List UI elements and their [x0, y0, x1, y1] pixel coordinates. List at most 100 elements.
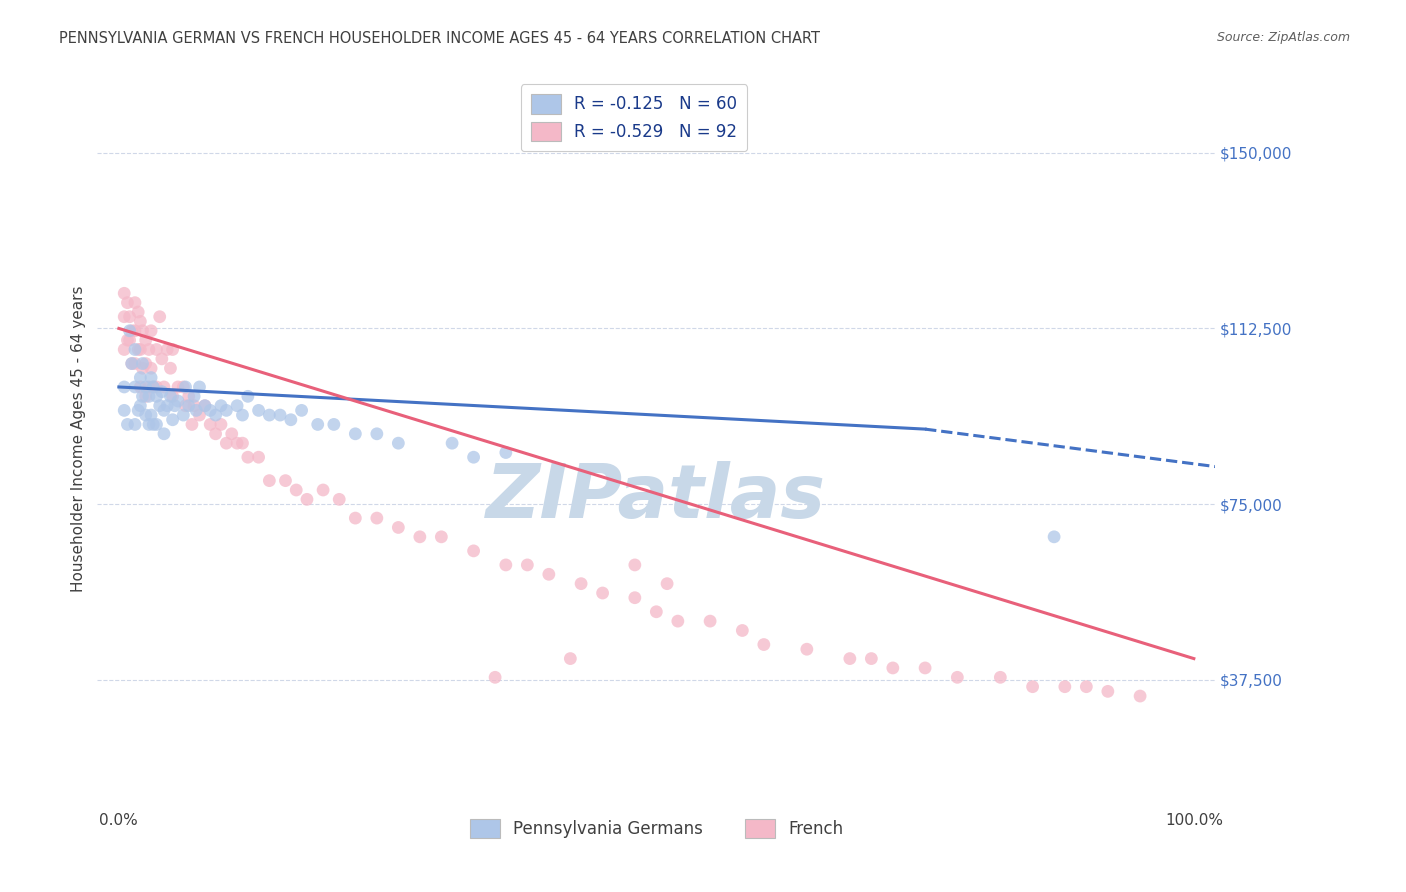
- Point: [231, 436, 253, 450]
- Point: [124, 343, 146, 357]
- Point: [117, 417, 139, 432]
- Point: [516, 558, 538, 572]
- Point: [484, 670, 506, 684]
- Point: [387, 520, 409, 534]
- Point: [112, 343, 135, 357]
- Point: [127, 343, 149, 357]
- Point: [752, 638, 775, 652]
- Y-axis label: Householder Income Ages 45 - 64 years: Householder Income Ages 45 - 64 years: [72, 285, 86, 591]
- Point: [295, 492, 318, 507]
- Point: [204, 426, 226, 441]
- Point: [463, 544, 485, 558]
- Point: [194, 399, 217, 413]
- Point: [183, 389, 205, 403]
- Point: [162, 413, 184, 427]
- Point: [172, 408, 194, 422]
- Point: [537, 567, 560, 582]
- Point: [1097, 684, 1119, 698]
- Point: [131, 324, 153, 338]
- Point: [149, 399, 172, 413]
- Point: [269, 408, 291, 422]
- Point: [138, 343, 160, 357]
- Point: [1129, 689, 1152, 703]
- Point: [139, 324, 162, 338]
- Point: [117, 295, 139, 310]
- Point: [215, 403, 238, 417]
- Point: [145, 417, 167, 432]
- Point: [135, 357, 157, 371]
- Point: [124, 417, 146, 432]
- Legend: Pennsylvania Germans, French: Pennsylvania Germans, French: [463, 812, 849, 845]
- Point: [387, 436, 409, 450]
- Point: [118, 324, 141, 338]
- Point: [135, 408, 157, 422]
- Point: [177, 389, 200, 403]
- Point: [145, 389, 167, 403]
- Point: [624, 558, 647, 572]
- Point: [200, 403, 222, 417]
- Point: [145, 343, 167, 357]
- Point: [312, 483, 335, 497]
- Point: [112, 310, 135, 324]
- Point: [1053, 680, 1076, 694]
- Point: [731, 624, 754, 638]
- Point: [328, 492, 350, 507]
- Point: [142, 380, 165, 394]
- Point: [138, 380, 160, 394]
- Point: [560, 651, 582, 665]
- Point: [139, 408, 162, 422]
- Point: [231, 408, 253, 422]
- Point: [463, 450, 485, 465]
- Point: [129, 343, 152, 357]
- Point: [285, 483, 308, 497]
- Point: [200, 417, 222, 432]
- Point: [121, 357, 143, 371]
- Point: [259, 474, 281, 488]
- Point: [112, 403, 135, 417]
- Point: [181, 417, 204, 432]
- Point: [569, 576, 592, 591]
- Point: [430, 530, 453, 544]
- Point: [291, 403, 314, 417]
- Point: [163, 399, 186, 413]
- Point: [150, 351, 173, 366]
- Point: [112, 286, 135, 301]
- Point: [138, 417, 160, 432]
- Point: [699, 614, 721, 628]
- Point: [145, 380, 167, 394]
- Point: [441, 436, 464, 450]
- Point: [796, 642, 818, 657]
- Text: PENNSYLVANIA GERMAN VS FRENCH HOUSEHOLDER INCOME AGES 45 - 64 YEARS CORRELATION : PENNSYLVANIA GERMAN VS FRENCH HOUSEHOLDE…: [59, 31, 820, 46]
- Point: [156, 343, 179, 357]
- Point: [124, 295, 146, 310]
- Point: [409, 530, 432, 544]
- Point: [167, 380, 190, 394]
- Point: [138, 389, 160, 403]
- Point: [914, 661, 936, 675]
- Point: [236, 389, 259, 403]
- Point: [344, 426, 367, 441]
- Point: [112, 380, 135, 394]
- Point: [307, 417, 329, 432]
- Point: [159, 389, 181, 403]
- Point: [838, 651, 860, 665]
- Point: [226, 436, 249, 450]
- Point: [135, 389, 157, 403]
- Point: [988, 670, 1011, 684]
- Point: [1076, 680, 1098, 694]
- Point: [139, 370, 162, 384]
- Point: [221, 426, 243, 441]
- Point: [1021, 680, 1043, 694]
- Point: [215, 436, 238, 450]
- Point: [153, 403, 176, 417]
- Point: [1043, 530, 1066, 544]
- Point: [135, 333, 157, 347]
- Point: [174, 399, 197, 413]
- Point: [226, 399, 249, 413]
- Point: [131, 357, 153, 371]
- Point: [194, 399, 217, 413]
- Point: [129, 314, 152, 328]
- Point: [209, 417, 232, 432]
- Point: [209, 399, 232, 413]
- Point: [624, 591, 647, 605]
